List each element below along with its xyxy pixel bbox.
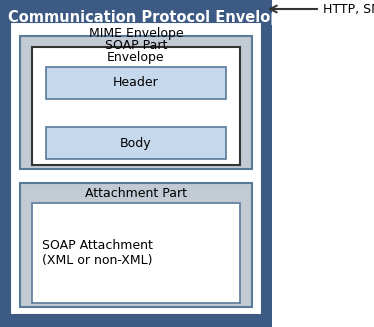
Text: SOAP Attachment
(XML or non-XML): SOAP Attachment (XML or non-XML) [42, 239, 153, 267]
Text: Communication Protocol Envelope: Communication Protocol Envelope [8, 10, 291, 25]
Text: Attachment Part: Attachment Part [85, 187, 187, 200]
Text: Body: Body [120, 136, 152, 149]
Text: HTTP, SMTP, ...: HTTP, SMTP, ... [323, 3, 374, 15]
Text: Header: Header [113, 77, 159, 90]
Bar [32, 203, 240, 303]
Bar [10, 22, 262, 315]
Bar [20, 183, 252, 307]
Text: MIME Envelope: MIME Envelope [89, 27, 183, 40]
Text: Envelope: Envelope [107, 51, 165, 64]
Bar [46, 127, 226, 159]
Bar [32, 47, 240, 165]
Bar [46, 67, 226, 99]
Text: SOAP Part: SOAP Part [105, 39, 167, 52]
Bar [0, 0, 272, 327]
Bar [20, 36, 252, 169]
